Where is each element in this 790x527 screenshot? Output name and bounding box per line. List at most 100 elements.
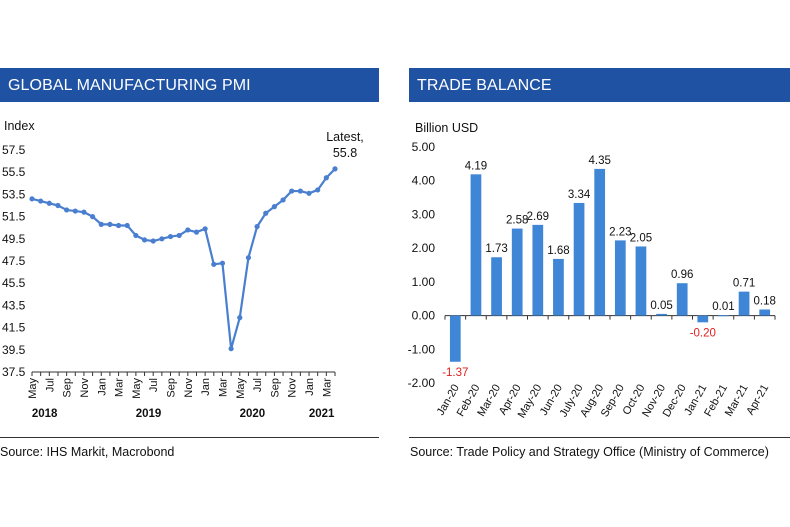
pmi-data-point	[98, 221, 104, 227]
trade-bar	[759, 309, 771, 316]
pmi-data-point	[81, 209, 87, 215]
trade-bar-value-label: 0.96	[671, 269, 693, 281]
trade-bar	[738, 291, 750, 316]
pmi-year-label: 2019	[136, 408, 162, 420]
pmi-latest-annotation: Latest,	[326, 130, 364, 144]
pmi-y-tick-label: 41.5	[2, 321, 26, 335]
trade-bar-value-label: 2.23	[609, 226, 631, 238]
pmi-data-point	[254, 223, 260, 230]
trade-bar	[573, 202, 585, 316]
trade-y-tick-label: 2.00	[412, 241, 436, 255]
pmi-data-point	[211, 261, 217, 267]
trade-y-tick-label: -2.00	[408, 376, 436, 390]
pmi-x-tick-label: Mar	[321, 378, 333, 397]
pmi-y-tick-label: 57.5	[2, 143, 26, 157]
pmi-data-point	[315, 187, 321, 193]
trade-bar-value-label: 0.05	[650, 300, 672, 312]
pmi-panel-title: GLOBAL MANUFACTURING PMI	[0, 68, 379, 102]
trade-bar	[718, 315, 729, 317]
pmi-y-tick-label: 53.5	[2, 187, 26, 201]
pmi-data-point	[280, 197, 286, 203]
pmi-x-tick-label: Jul	[44, 378, 56, 392]
trade-bar	[511, 228, 523, 316]
trade-y-tick-label: 0.00	[412, 309, 436, 323]
pmi-data-point	[167, 233, 174, 240]
trade-bar-value-label: 1.73	[485, 243, 507, 255]
pmi-data-point	[271, 204, 277, 210]
trade-bar-value-label: 4.35	[588, 155, 610, 167]
pmi-data-point	[176, 232, 182, 239]
trade-bar-value-label: 2.69	[527, 211, 549, 223]
pmi-x-tick-label: Mar	[217, 378, 229, 397]
trade-bar-value-label: 4.19	[465, 160, 487, 172]
pmi-data-point	[245, 255, 252, 261]
pmi-y-tick-label: 49.5	[2, 232, 26, 246]
pmi-x-tick-label: Jul	[252, 378, 264, 392]
trade-bar	[532, 224, 544, 316]
trade-bar-value-label: -1.37	[442, 367, 468, 379]
pmi-y-axis-label: Index	[4, 119, 35, 133]
trade-bar-value-label: 2.05	[630, 232, 652, 244]
trade-bar	[491, 257, 502, 316]
pmi-data-point	[306, 190, 312, 196]
trade-bar-value-label: 0.01	[712, 301, 734, 313]
pmi-x-tick-label: Sep	[166, 378, 178, 398]
trade-bar	[697, 315, 709, 323]
pmi-x-tick-label: May	[27, 378, 39, 399]
trade-bar	[656, 313, 667, 316]
trade-bar-value-label: 0.18	[753, 296, 775, 308]
pmi-x-tick-label: Jul	[148, 378, 160, 392]
trade-balance-bar-chart: Billion USD 5.00 4.00 3.00 2.00 1.00 0.00 -1.00…	[408, 121, 776, 420]
pmi-data-point	[115, 222, 122, 229]
trade-bar-value-label: 1.68	[547, 245, 569, 257]
pmi-series-line	[31, 168, 336, 350]
pmi-x-tick-label: Jan	[304, 378, 316, 396]
pmi-x-tick-label: Sep	[62, 378, 74, 398]
trade-y-tick-label: 1.00	[412, 275, 436, 289]
trade-bar	[614, 240, 626, 316]
pmi-y-tick-label: 55.5	[2, 165, 26, 179]
pmi-y-tick-label: 51.5	[2, 210, 26, 224]
pmi-y-tick-label: 45.5	[2, 276, 26, 290]
pmi-data-point	[228, 346, 234, 352]
pmi-data-point	[107, 221, 113, 227]
pmi-x-tick-label: Mar	[114, 378, 126, 397]
pmi-year-label: 2021	[309, 408, 335, 420]
pmi-data-point	[46, 200, 52, 206]
pmi-latest-value: 55.8	[333, 146, 357, 160]
trade-balance-panel-title: TRADE BALANCE	[409, 68, 790, 102]
pmi-data-point	[297, 188, 303, 194]
trade-y-tick-label: -1.00	[408, 342, 436, 356]
pmi-divider	[0, 437, 379, 438]
trade-bar-value-label: 0.71	[733, 278, 755, 290]
pmi-data-point	[332, 166, 338, 172]
pmi-data-point	[72, 208, 78, 214]
pmi-x-tick-label: May	[131, 378, 143, 399]
pmi-data-point	[29, 196, 35, 202]
pmi-data-point	[133, 232, 139, 239]
pmi-data-point	[323, 175, 329, 181]
trade-bar-value-label: -0.20	[690, 327, 716, 339]
pmi-x-tick-label: Nov	[183, 378, 195, 398]
pmi-y-tick-label: 47.5	[2, 254, 26, 268]
trade-bar	[635, 246, 647, 316]
pmi-data-point	[141, 237, 148, 243]
trade-source: Source: Trade Policy and Strategy Office…	[410, 445, 769, 459]
pmi-data-point	[124, 222, 130, 229]
pmi-data-point	[159, 236, 165, 242]
pmi-x-tick-label: Nov	[287, 378, 299, 398]
pmi-data-point	[263, 210, 269, 216]
pmi-source: Source: IHS Markit, Macrobond	[0, 445, 175, 459]
pmi-y-tick-label: 43.5	[2, 298, 26, 312]
pmi-y-tick-label: 37.5	[2, 365, 26, 379]
pmi-data-point	[38, 198, 44, 204]
pmi-data-point	[289, 188, 295, 194]
pmi-data-point	[193, 229, 200, 235]
pmi-data-point	[90, 214, 96, 220]
pmi-data-point	[237, 315, 243, 321]
pmi-year-label: 2020	[240, 408, 266, 420]
pmi-year-label: 2018	[32, 408, 58, 420]
trade-bar-value-label: 3.34	[568, 189, 591, 201]
pmi-data-point	[55, 202, 61, 209]
pmi-x-tick-label: Jan	[200, 378, 212, 396]
